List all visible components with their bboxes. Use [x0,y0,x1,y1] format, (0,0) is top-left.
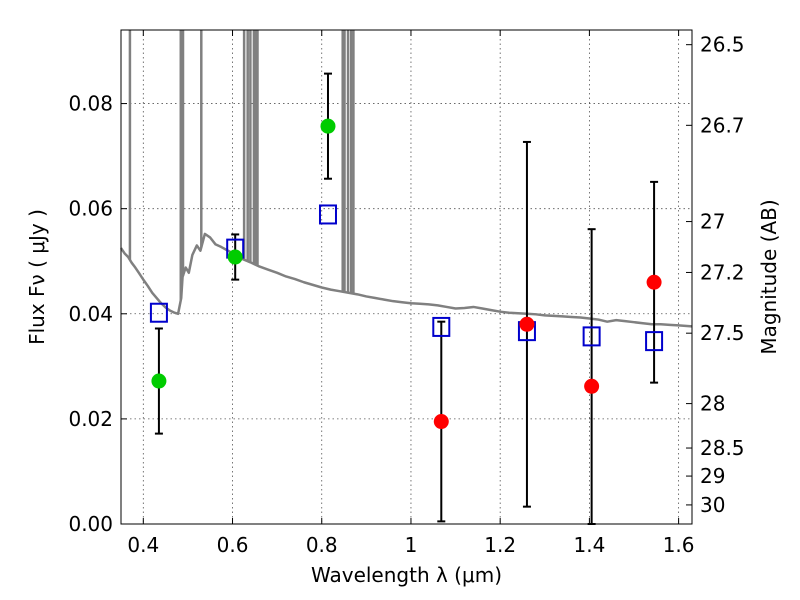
y-tick-label: 0.08 [68,92,113,116]
right-tick-label: 26.5 [700,33,745,57]
limit-flux-point [433,414,449,430]
y-tick-label: 0.04 [68,302,113,326]
x-tick-label: 1.2 [484,533,516,557]
observed-flux-point [151,373,167,389]
right-tick-label: 27.5 [700,321,745,345]
limit-flux-point [584,378,600,394]
limit-flux-point [519,316,535,332]
x-tick-label: 1.4 [573,533,605,557]
sed-curve [119,232,693,328]
observed-flux-point [227,249,243,265]
limit-flux-point [646,274,662,290]
model-sed-spectrum [119,30,693,328]
right-tick-label: 30 [700,493,725,517]
right-tick-label: 28 [700,392,725,416]
right-tick-label: 26.7 [700,113,745,137]
right-tick-label: 29 [700,464,725,488]
plot-frame [120,29,693,525]
data-markers [149,118,664,430]
x-tick-label: 1 [405,533,418,557]
x-tick-label: 1.6 [663,533,695,557]
grid-lines [121,30,692,524]
error-bars [154,72,659,525]
model-flux-marker [582,326,601,347]
right-tick-label: 27.2 [700,260,745,284]
model-flux-marker [432,316,451,337]
x-tick-label: 0.8 [306,533,338,557]
right-axis-label: Magnitude (AB) [757,199,781,354]
x-axis-label: Wavelength λ (μm) [311,563,502,587]
y-tick-label: 0.06 [68,197,113,221]
tick-labels: 0.4 0.6 0.8 1 1.2 1.4 1.6 0.00 0.02 0.04 0.06 0.08 2… [68,33,744,557]
axis-ticks [121,30,692,525]
model-flux-marker [318,204,337,225]
x-tick-label: 0.4 [127,533,159,557]
observed-flux-point [320,118,336,134]
model-flux-marker [149,302,168,323]
x-tick-label: 0.6 [217,533,249,557]
right-tick-label: 28.5 [700,436,745,460]
y-tick-label: 0.00 [68,512,113,536]
y-tick-label: 0.02 [68,407,113,431]
y-axis-label: Flux Fν ( μJy ) [25,209,49,345]
right-tick-label: 27 [700,210,725,234]
model-flux-marker [645,331,664,352]
